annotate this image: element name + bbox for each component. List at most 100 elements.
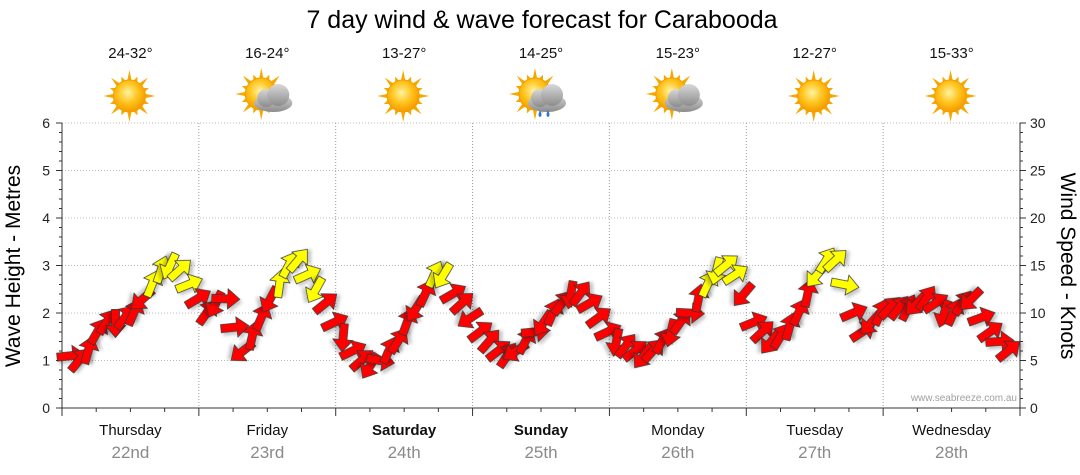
right-tick-label: 20	[1030, 210, 1046, 226]
wind-arrow	[432, 261, 455, 289]
left-tick-label: 1	[42, 353, 50, 369]
partly-cloudy-icon	[235, 68, 293, 120]
sun-ray	[823, 105, 833, 115]
sun-ray	[823, 77, 833, 87]
sun-ray	[669, 109, 674, 120]
wind-arrow	[960, 286, 985, 310]
sun-ray	[653, 75, 663, 85]
temperature-range: 15-33°	[929, 45, 973, 62]
wind-arrow	[332, 323, 354, 353]
sunny-icon	[377, 70, 430, 122]
temperature-range: 16-24°	[245, 45, 289, 62]
cloud-puff	[677, 84, 700, 106]
day-date: 22nd	[112, 443, 150, 462]
wind-arrow	[584, 307, 611, 330]
sun-rays	[377, 70, 430, 122]
cloud	[528, 84, 566, 112]
wind-arrow	[448, 293, 474, 316]
sun-ray	[509, 91, 520, 97]
left-tick-label: 2	[42, 305, 50, 321]
temperature-range: 24-32°	[108, 45, 152, 62]
sun-ray	[412, 105, 422, 115]
right-tick-label: 30	[1030, 115, 1046, 131]
wind-arrow	[830, 274, 860, 296]
wind-arrow	[292, 264, 322, 285]
wind-arrow	[476, 329, 500, 355]
sun-ray	[932, 105, 941, 115]
sun-ray	[401, 111, 406, 122]
sun-disc	[112, 79, 146, 113]
cloud	[664, 84, 703, 112]
wind-arrow	[183, 288, 211, 310]
left-axis-title: Wave Height - Metres	[2, 165, 25, 367]
sun-ray	[966, 93, 977, 99]
sun-ray	[544, 75, 554, 85]
sun-ray	[811, 70, 816, 81]
sun-disc	[386, 79, 420, 113]
sun-ray	[412, 77, 422, 87]
wind-arrow	[733, 280, 756, 306]
chart-title: 7 day wind & wave forecast for Carabooda	[306, 6, 777, 34]
day-date: 28th	[935, 443, 968, 462]
day-name: Monday	[651, 422, 705, 439]
sun-ray	[127, 111, 132, 122]
day-header-wednesday: 15-33° Wednesday 28th	[912, 45, 991, 462]
wind-arrow	[749, 321, 774, 345]
rain-drop	[546, 110, 550, 117]
wind-arrow	[976, 321, 1003, 344]
sun-ray	[259, 109, 264, 120]
right-tick-label: 10	[1030, 305, 1046, 321]
sun-ray	[811, 111, 816, 122]
right-tick-label: 25	[1030, 163, 1046, 179]
watermark: www.seabreeze.com.au	[910, 393, 1017, 404]
sun-ray	[401, 70, 406, 81]
day-name: Sunday	[514, 422, 569, 439]
wind-arrow	[305, 275, 327, 303]
sun-ray	[377, 93, 388, 99]
wind-arrow	[966, 306, 996, 328]
sun-ray	[235, 91, 246, 97]
sun-ray	[127, 70, 132, 81]
sun-ray	[653, 103, 663, 113]
day-date: 26th	[661, 443, 694, 462]
cloud	[254, 84, 293, 112]
left-tick-label: 4	[42, 210, 50, 226]
day-name: Tuesday	[786, 422, 843, 439]
sun-ray	[111, 77, 120, 87]
sun-ray	[795, 105, 804, 115]
sunny-icon	[103, 70, 156, 122]
sun-ray	[787, 93, 798, 99]
wind-arrow	[220, 316, 250, 338]
left-tick-label: 5	[42, 163, 50, 179]
day-date: 27th	[798, 443, 831, 462]
day-header-saturday: 13-27° Saturday 24th	[372, 45, 437, 462]
wind-arrow	[386, 328, 409, 356]
day-headers: 24-32° Thursday 22nd 16-24° Friday 23rd 13-27°…	[99, 45, 991, 462]
left-tick-label: 6	[42, 115, 50, 131]
sun-rays	[787, 70, 840, 122]
day-header-tuesday: 12-27° Tuesday 27th	[786, 45, 843, 462]
right-axis-ticks: 0 5 10 15 20 25 30	[1020, 115, 1046, 416]
sunny-icon	[787, 70, 840, 122]
temperature-range: 13-27°	[382, 45, 426, 62]
showers-icon	[509, 68, 566, 120]
sun-ray	[103, 93, 114, 99]
sun-ray	[960, 77, 969, 87]
sun-ray	[532, 68, 538, 79]
sun-ray	[242, 103, 252, 113]
gridlines	[62, 122, 1020, 408]
left-tick-label: 0	[42, 400, 50, 416]
day-name: Wednesday	[912, 422, 991, 439]
rain-drop	[538, 110, 542, 117]
wind-arrows	[56, 247, 1021, 379]
sun-ray	[829, 93, 840, 99]
sun-ray	[948, 70, 953, 81]
wind-arrow	[994, 340, 1021, 363]
wind-arrow	[174, 273, 203, 294]
sun-ray	[948, 111, 953, 122]
day-name: Saturday	[372, 422, 437, 439]
cloud-puff	[541, 84, 563, 106]
sun-ray	[145, 93, 156, 99]
sun-ray	[259, 68, 264, 79]
